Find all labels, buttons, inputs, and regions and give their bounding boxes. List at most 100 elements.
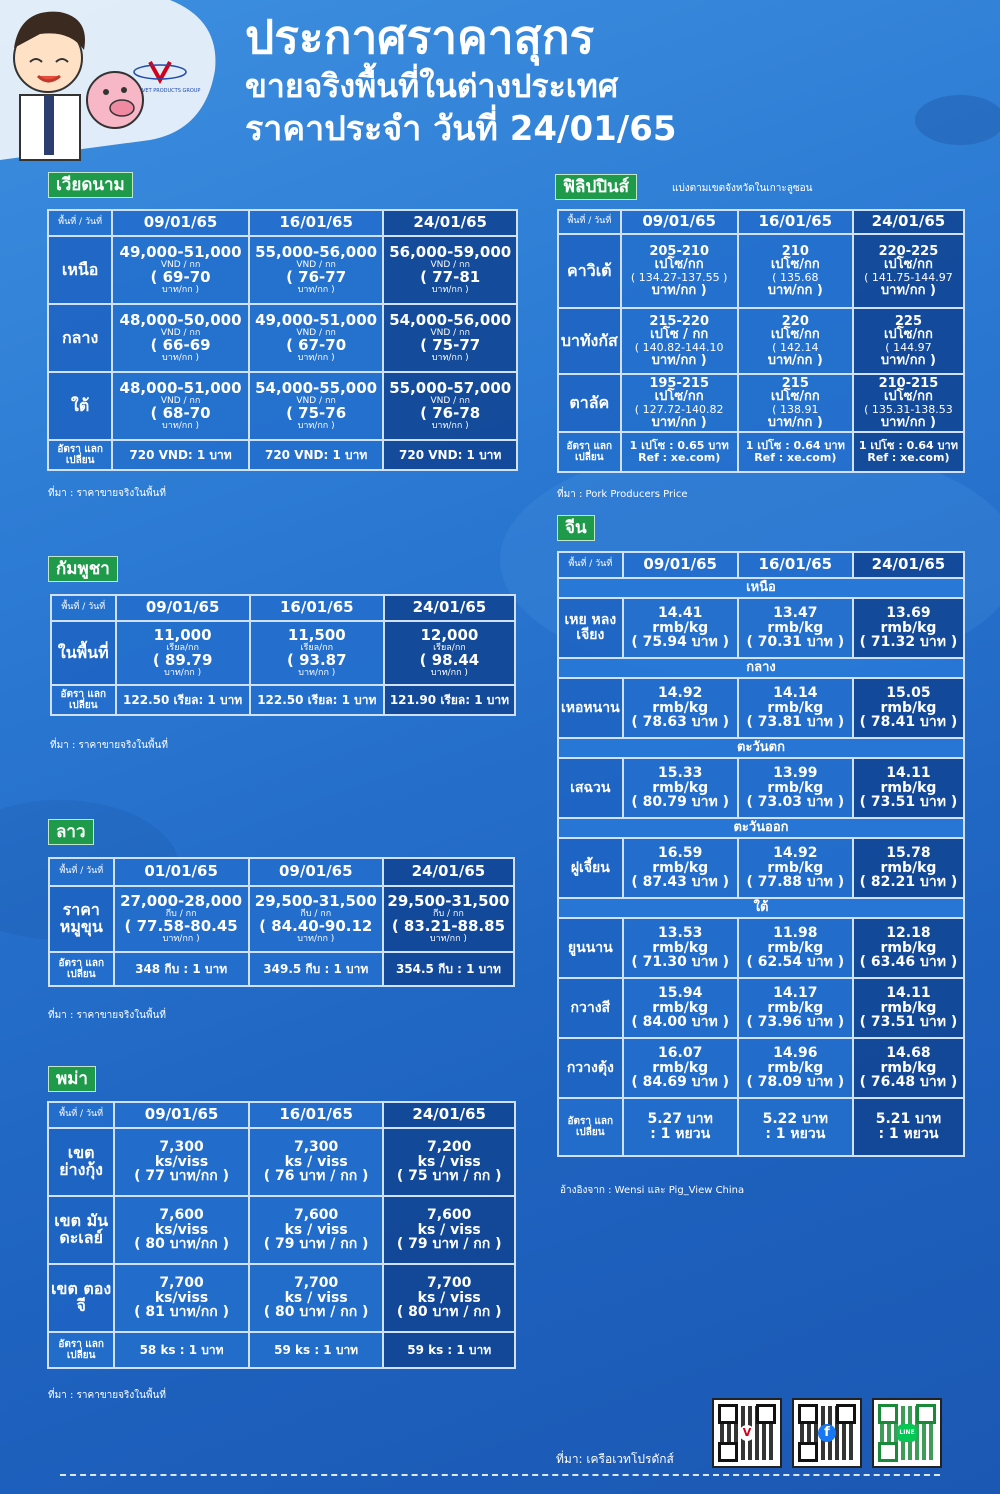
rate-label: อัตรา แลกเปลี่ยน (48, 951, 115, 987)
price-cell: 14.68 rmb/kg( 76.48 บาท ) (851, 1037, 966, 1099)
corner-label: พื้นที่ / วันที่ (48, 857, 115, 887)
row-label: บาทังกัส (557, 307, 622, 375)
rate-cell: 5.27 บาท: 1 หยวน (621, 1097, 739, 1157)
price-cell: 7,200 ks / viss( 75 บาท / กก ) (382, 1127, 516, 1197)
qr-code-vet[interactable]: V (712, 1398, 782, 1468)
price-cell: 14.14 rmb/kg( 73.81 บาท ) (736, 677, 854, 739)
date-header: 24/01/65 (381, 857, 516, 887)
price-cell: 49,000-51,000 VND / กก( 69-70 บาท/กก ) (111, 235, 250, 305)
row-label: ใต้ (46, 371, 114, 441)
price-cell: 55,000-56,000 VND / กก( 76-77 บาท/กก ) (247, 235, 385, 305)
row-label: ยูนนาน (557, 917, 624, 979)
row-label: กลาง (46, 303, 114, 373)
price-cell: 215 เปโซ/กก( 138.91 บาท/กก ) (736, 373, 854, 433)
table-philippines: พื้นที่ / วันที่ 09/01/65 16/01/65 24/01… (557, 209, 966, 473)
price-cell: 220 เปโซ/กก( 142.14 บาท/กก ) (736, 307, 854, 375)
price-cell: 15.33 rmb/kg( 80.79 บาท ) (621, 757, 739, 819)
table-myanmar: พื้นที่ / วันที่ 09/01/65 16/01/65 24/01… (46, 1101, 516, 1369)
qr-code-line[interactable]: LINE (872, 1398, 942, 1468)
philippines-subtitle: แบ่งตามเขตจังหวัดในเกาะลูซอน (672, 183, 813, 194)
rate-cell: 720 VND: 1 บาท (247, 439, 385, 471)
rate-cell: 5.22 บาท: 1 หยวน (736, 1097, 854, 1157)
rate-cell: 1 เปโซ : 0.64 บาท Ref : xe.com) (736, 431, 854, 473)
source-note: ที่มา : ราคาขายจริงในพื้นที่ (48, 1390, 166, 1401)
date-header: 16/01/65 (736, 209, 854, 235)
date-header: 09/01/65 (111, 209, 250, 237)
price-cell: 48,000-50,000 VND / กก( 66-69 บาท/กก ) (111, 303, 250, 373)
rate-cell: 348 กีบ : 1 บาท (112, 951, 250, 987)
price-cell: 215-220 เปโซ / กก( 140.82-144.10 บาท/กก ) (619, 307, 739, 375)
rate-cell: 720 VND: 1 บาท (382, 439, 518, 471)
date-header: 24/01/65 (382, 209, 518, 237)
date-header: 24/01/65 (851, 209, 966, 235)
source-note: ที่มา : ราคาขายจริงในพื้นที่ (48, 1010, 166, 1021)
rate-cell: 121.90 เรียล: 1 บาท (382, 684, 517, 716)
date-header: 09/01/65 (113, 1101, 250, 1129)
price-cell: 205-210 เปโซ/กก( 134.27-137.55 ) บาท/กก ) (619, 233, 739, 309)
price-cell: 55,000-57,000 VND / กก( 76-78 บาท/กก ) (382, 371, 518, 441)
rate-cell: 122.50 เรียล: 1 บาท (248, 684, 385, 716)
rate-cell: 59 ks : 1 บาท (382, 1331, 516, 1369)
vet-products-logo (133, 61, 187, 85)
logo-text: VET PRODUCTS GROUP (142, 88, 200, 94)
row-label: กวางตุ้ง (557, 1037, 624, 1099)
rate-cell: 59 ks : 1 บาท (247, 1331, 385, 1369)
corner-label: พื้นที่ / วันที่ (557, 551, 624, 579)
footer-source: ที่มา: เครือเวทโปรดักส์ (556, 1452, 674, 1466)
table-vietnam: พื้นที่ / วันที่ 09/01/65 16/01/65 24/01… (46, 209, 518, 471)
price-cell: 12.18 rmb/kg( 63.46 บาท ) (851, 917, 966, 979)
rate-cell: 1 เปโซ : 0.64 บาท Ref : xe.com) (851, 431, 966, 473)
badge-philippines: ฟิลิปปินส์ (555, 174, 638, 200)
date-header: 24/01/65 (382, 1101, 516, 1129)
source-note: ที่มา : Pork Producers Price (557, 489, 688, 500)
price-cell: 7,300 ks / viss( 76 บาท / กก ) (247, 1127, 385, 1197)
price-cell: 14.96 rmb/kg( 78.09 บาท ) (736, 1037, 854, 1099)
price-cell: 54,000-55,000 VND / กก( 75-76 บาท/กก ) (247, 371, 385, 441)
price-cell: 13.69 rmb/kg( 71.32 บาท ) (851, 597, 966, 659)
page-date: ราคาประจำ วันที่ 24/01/65 (245, 109, 677, 149)
line-icon: LINE (897, 1424, 917, 1442)
price-cell: 56,000-59,000 VND / กก( 77-81 บาท/กก ) (382, 235, 518, 305)
date-header: 24/01/65 (382, 594, 517, 622)
rate-cell: 354.5 กีบ : 1 บาท (381, 951, 516, 987)
qr-code-facebook[interactable]: f (792, 1398, 862, 1468)
region-header: ตะวันออก (557, 817, 965, 839)
price-cell: 29,500-31,500 กีบ / กก( 84.40-90.12 บาท/กก… (247, 885, 384, 953)
page-subtitle: ขายจริงพื้นที่ในต่างประเทศ (245, 67, 619, 105)
page-title: ประกาศราคาสุกร (245, 10, 595, 64)
rate-label: อัตรา แลกเปลี่ยน (46, 1331, 116, 1369)
row-label: ในพื้นที่ (50, 620, 117, 686)
pig-silhouette-icon (915, 95, 1000, 145)
rate-cell: 720 VND: 1 บาท (111, 439, 250, 471)
row-label: เขต มันดะเลย์ (46, 1195, 116, 1265)
rate-cell: 1 เปโซ : 0.65 บาท Ref : xe.com) (619, 431, 739, 473)
date-header: 01/01/65 (112, 857, 250, 887)
price-cell: 54,000-56,000 VND / กก( 75-77 บาท/กก ) (382, 303, 518, 373)
row-label: เขต ย่างกุ้ง (46, 1127, 116, 1197)
date-header: 16/01/65 (247, 1101, 385, 1129)
date-header: 16/01/65 (736, 551, 854, 579)
row-label: เสฉวน (557, 757, 624, 819)
row-label: เหนือ (46, 235, 114, 305)
price-cell: 7,700 ks / viss( 80 บาท / กก ) (382, 1263, 516, 1333)
price-cell: 29,500-31,500 กีบ / กก( 83.21-88.85 บาท/กก… (381, 885, 516, 953)
corner-label: พื้นที่ / วันที่ (557, 209, 622, 235)
facebook-icon: f (818, 1424, 836, 1442)
region-header: ตะวันตก (557, 737, 965, 759)
price-cell: 11,000 เรียล/กก( 89.79 บาท/กก ) (114, 620, 251, 686)
price-cell: 27,000-28,000 กีบ / กก( 77.58-80.45 บาท/กก… (112, 885, 250, 953)
badge-china: จีน (557, 515, 595, 541)
price-cell: 7,600 ks / viss( 79 บาท / กก ) (382, 1195, 516, 1265)
rate-label: อัตรา แลกเปลี่ยน (46, 439, 114, 471)
price-cell: 11.98 rmb/kg( 62.54 บาท ) (736, 917, 854, 979)
price-cell: 7,700 ks/viss( 81 บาท/กก ) (113, 1263, 250, 1333)
badge-cambodia: กัมพูชา (48, 556, 118, 582)
price-cell: 210-215 เปโซ/กก( 135.31-138.53 บาท/กก ) (851, 373, 966, 433)
price-cell: 11,500 เรียล/กก( 93.87 บาท/กก ) (248, 620, 385, 686)
mascot-illustration: VET PRODUCTS GROUP (0, 0, 216, 161)
corner-label: พื้นที่ / วันที่ (46, 209, 114, 237)
price-cell: 14.92 rmb/kg( 78.63 บาท ) (621, 677, 739, 739)
region-header: กลาง (557, 657, 965, 679)
row-label: เหย หลงเจียง (557, 597, 624, 659)
rate-cell: 5.21 บาท: 1 หยวน (851, 1097, 966, 1157)
